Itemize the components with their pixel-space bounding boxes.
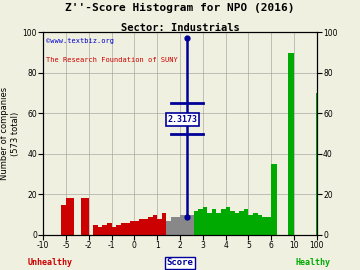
Bar [203, 207, 207, 235]
Bar [226, 207, 230, 235]
Bar [316, 93, 317, 235]
Text: Sector: Industrials: Sector: Industrials [121, 23, 239, 33]
Bar [221, 208, 226, 235]
Text: 2.3173: 2.3173 [167, 115, 197, 124]
Text: Score: Score [167, 258, 193, 267]
Bar [62, 205, 66, 235]
Bar [248, 215, 253, 235]
Bar [98, 227, 103, 235]
Bar [194, 211, 198, 235]
Bar [116, 225, 121, 235]
Bar [244, 208, 248, 235]
Bar [121, 223, 125, 235]
Bar [189, 215, 194, 235]
Text: Unhealthy: Unhealthy [28, 258, 73, 267]
Bar [130, 221, 134, 235]
Bar [207, 213, 212, 235]
Bar [175, 217, 180, 235]
Text: Healthy: Healthy [296, 258, 331, 267]
Bar [103, 225, 107, 235]
Bar [171, 217, 175, 235]
Bar [271, 164, 277, 235]
Bar [139, 219, 144, 235]
Bar [198, 208, 203, 235]
Bar [144, 219, 148, 235]
Bar [153, 215, 157, 235]
Bar [230, 211, 235, 235]
Bar [216, 213, 221, 235]
Bar [125, 223, 130, 235]
Y-axis label: Number of companies
(573 total): Number of companies (573 total) [0, 87, 20, 180]
Bar [157, 219, 162, 235]
Bar [235, 213, 239, 235]
Bar [148, 217, 153, 235]
Bar [262, 217, 267, 235]
Bar [185, 215, 189, 235]
Text: Z''-Score Histogram for NPO (2016): Z''-Score Histogram for NPO (2016) [65, 3, 295, 13]
Bar [288, 53, 294, 235]
Bar [134, 221, 139, 235]
Bar [239, 211, 244, 235]
Bar [212, 208, 216, 235]
Bar [180, 215, 185, 235]
Bar [267, 217, 271, 235]
Text: ©www.textbiz.org: ©www.textbiz.org [46, 39, 114, 45]
Bar [107, 223, 112, 235]
Bar [93, 225, 98, 235]
Bar [112, 227, 116, 235]
Bar [253, 213, 257, 235]
Bar [81, 198, 89, 235]
Bar [257, 215, 262, 235]
Bar [162, 213, 166, 235]
Bar [66, 198, 73, 235]
Bar [166, 221, 171, 235]
Text: The Research Foundation of SUNY: The Research Foundation of SUNY [46, 57, 178, 63]
